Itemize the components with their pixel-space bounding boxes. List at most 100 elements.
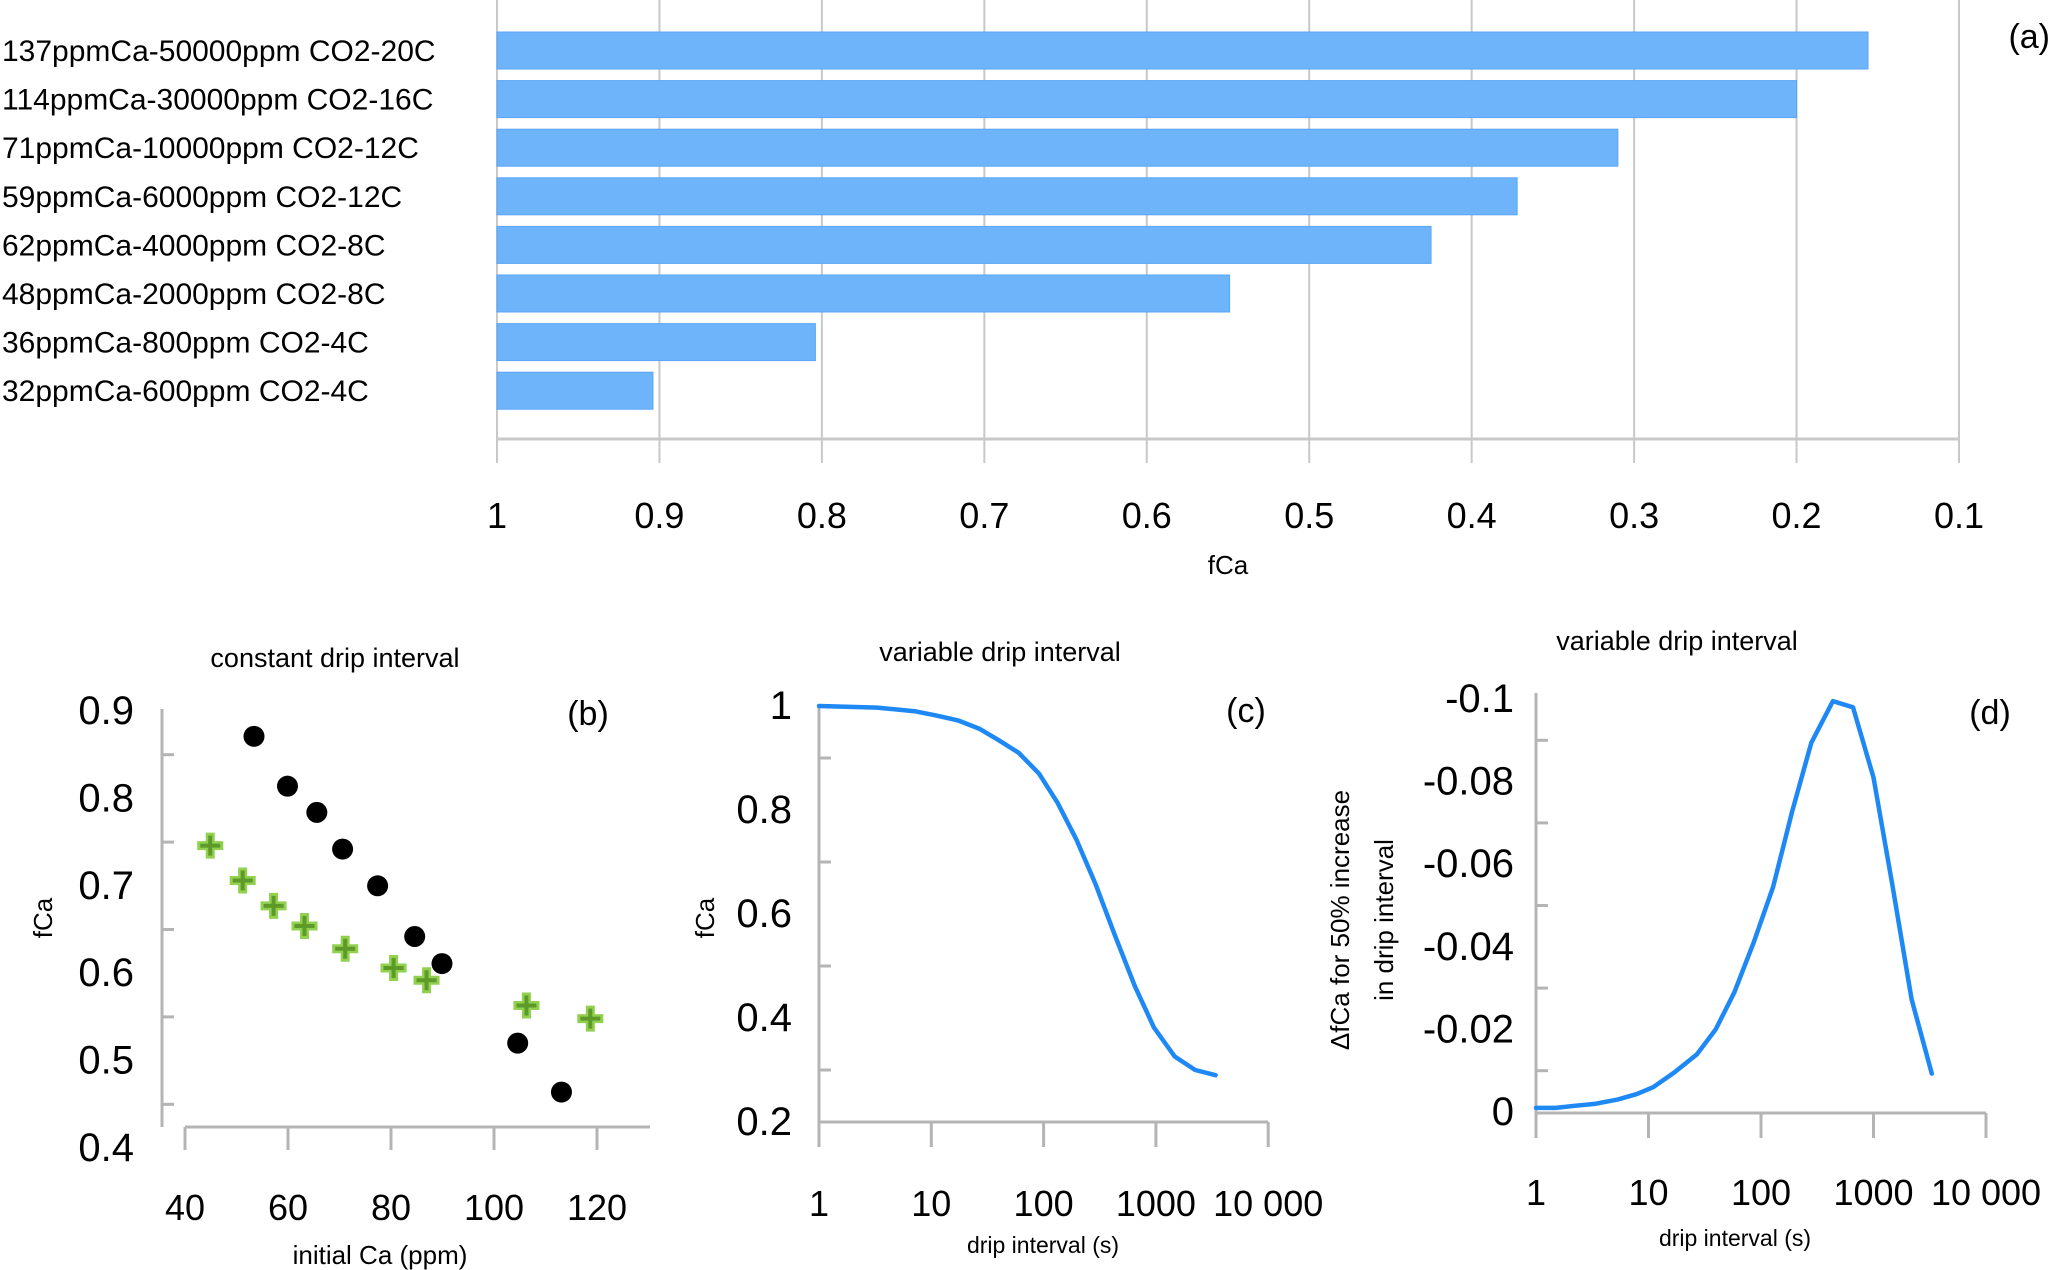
panel-a-bar	[496, 225, 1432, 264]
panel-a-category-label: 71ppmCa-10000ppm CO2-12C	[2, 132, 419, 165]
panel-a-x-tick-label: 0.1	[1934, 495, 1984, 536]
panel-a-bar-chart: 137ppmCa-50000ppm CO2-20C 114ppmCa-30000p…	[2, 0, 2050, 580]
panel-d-label: (d)	[1969, 694, 2011, 732]
y-tick-label: -0.04	[1423, 925, 1514, 969]
panel-b-y-tick-label: 0.9	[78, 689, 134, 733]
y-tick-label: 0.8	[736, 788, 792, 832]
panel-b-points	[197, 725, 604, 1103]
panel-b-circle-point	[550, 1081, 572, 1103]
panel-c-x-tick-labels: 1 10 100 1000 10 000	[809, 1183, 1323, 1224]
panel-a-x-tick-label: 1	[487, 495, 507, 536]
panel-d-axes	[1534, 693, 1988, 1138]
panel-c-title: variable drip interval	[879, 637, 1121, 667]
panel-a-bar	[496, 323, 816, 362]
y-tick-label: -0.08	[1423, 760, 1514, 804]
panel-d-x-tick-labels: 1 10 100 1000 10 000	[1526, 1172, 2041, 1213]
x-tick-label: 100	[1014, 1183, 1074, 1224]
x-tick-label: 10 000	[1931, 1172, 2041, 1213]
panel-a-category-label: 32ppmCa-600ppm CO2-4C	[2, 375, 369, 408]
panel-c-axes	[817, 706, 1270, 1147]
panel-a-bar	[496, 371, 654, 410]
panel-b-plus-point	[577, 1005, 604, 1032]
panel-b-plus-point	[229, 867, 256, 894]
panel-b-circle-point	[276, 775, 298, 797]
plus-marker-inner	[335, 938, 356, 959]
panel-d-delta-fca-curve	[1533, 698, 1935, 1111]
panel-a-bar	[496, 80, 1798, 119]
panel-b-x-axis-title: initial Ca (ppm)	[293, 1240, 468, 1270]
panel-b-circle-point	[332, 838, 354, 860]
panel-a-bar	[496, 31, 1869, 70]
panel-b-x-tick-label: 80	[371, 1187, 411, 1228]
panel-a-category-label: 59ppmCa-6000ppm CO2-12C	[2, 181, 402, 214]
panel-a-x-tick-label: 0.3	[1609, 495, 1659, 536]
plus-marker-inner	[516, 995, 537, 1016]
panel-b-circle-point	[507, 1032, 529, 1054]
panel-a-label: (a)	[2008, 18, 2050, 56]
panel-d-y-axis-title-line-1: ΔfCa for 50% increase	[1325, 790, 1355, 1050]
plus-marker-inner	[263, 895, 284, 916]
panel-a-x-tick-label: 0.4	[1447, 495, 1497, 536]
panel-c-x-axis-title: drip interval (s)	[967, 1232, 1119, 1258]
panel-c-fca-curve	[816, 703, 1218, 1078]
panel-b-circle-point	[404, 925, 426, 947]
y-tick-label: 0.6	[736, 892, 792, 936]
panel-b-plus-point	[197, 832, 224, 859]
panel-a-bar	[496, 177, 1518, 216]
panel-a-category-label: 62ppmCa-4000ppm CO2-8C	[2, 229, 386, 262]
panel-b-y-tick-label: 0.8	[78, 776, 134, 820]
panel-b-y-tick-labels: 0.9 0.8 0.7 0.6 0.5 0.4	[78, 689, 134, 1170]
panel-a-x-tick-label: 0.8	[797, 495, 847, 536]
panel-d-x-axis-title: drip interval (s)	[1659, 1225, 1811, 1251]
panel-a-x-tick-labels: 1 0.9 0.8 0.7 0.6 0.5 0.4 0.3 0.2 0.1	[487, 495, 1984, 536]
panel-c-y-tick-labels: 1 0.8 0.6 0.4 0.2	[736, 684, 792, 1144]
panel-b-y-tick-label: 0.7	[78, 864, 134, 908]
panel-c-label: (c)	[1226, 692, 1266, 730]
y-tick-label: -0.06	[1423, 842, 1514, 886]
panel-b-title: constant drip interval	[210, 643, 459, 673]
panel-b-y-axis-title: fCa	[28, 897, 58, 938]
panel-a-bar	[496, 274, 1231, 313]
panel-a-x-tick-label: 0.6	[1122, 495, 1172, 536]
y-tick-label: -0.1	[1445, 677, 1514, 721]
panel-a-x-tick-label: 0.9	[634, 495, 684, 536]
panel-b-scatter-chart: constant drip interval (b) fCa initial C…	[28, 643, 650, 1270]
x-tick-label: 1	[809, 1183, 829, 1224]
panel-a-category-label: 137ppmCa-50000ppm CO2-20C	[2, 35, 436, 68]
x-tick-label: 10 000	[1213, 1183, 1323, 1224]
panel-b-plus-point	[513, 992, 540, 1019]
plus-marker-inner	[200, 835, 221, 856]
y-tick-label: 0.2	[736, 1100, 792, 1144]
panel-b-plus-point	[260, 892, 287, 919]
y-tick-label: 0	[1492, 1090, 1514, 1134]
panel-a-category-label: 36ppmCa-800ppm CO2-4C	[2, 327, 369, 360]
plus-marker-inner	[232, 870, 253, 891]
panel-a-x-tick-label: 0.2	[1772, 495, 1822, 536]
panel-a-category-labels: 137ppmCa-50000ppm CO2-20C 114ppmCa-30000p…	[2, 35, 436, 408]
panel-b-y-tick-label: 0.5	[78, 1039, 134, 1083]
panel-b-plus-point	[291, 913, 318, 940]
panel-b-plus-point	[332, 935, 359, 962]
panel-d-title: variable drip interval	[1556, 626, 1798, 656]
panel-b-x-tick-label: 60	[268, 1187, 308, 1228]
panel-c-y-axis-title: fCa	[690, 897, 720, 938]
panel-a-x-tick-label: 0.5	[1284, 495, 1334, 536]
panel-b-plus-point	[380, 954, 407, 981]
x-tick-label: 1000	[1116, 1183, 1196, 1224]
panel-b-label: (b)	[567, 695, 609, 733]
panel-a-x-axis-title: fCa	[1208, 550, 1249, 580]
panel-a-bars	[496, 31, 1869, 410]
panel-c-line-chart: variable drip interval (c) fCa drip inte…	[690, 637, 1323, 1258]
panel-a-category-label: 48ppmCa-2000ppm CO2-8C	[2, 278, 386, 311]
panel-b-axes	[160, 709, 650, 1150]
panel-b-x-tick-label: 100	[464, 1187, 524, 1228]
panel-b-circle-point	[306, 801, 328, 823]
plus-marker-inner	[383, 957, 404, 978]
y-tick-label: -0.02	[1423, 1007, 1514, 1051]
x-tick-label: 10	[911, 1183, 951, 1224]
panel-d-y-axis-title-line-2: in drip interval	[1369, 839, 1399, 1001]
panel-b-circle-point	[431, 953, 453, 975]
x-tick-label: 1	[1526, 1172, 1546, 1213]
panel-a-category-label: 114ppmCa-30000ppm CO2-16C	[2, 84, 433, 117]
